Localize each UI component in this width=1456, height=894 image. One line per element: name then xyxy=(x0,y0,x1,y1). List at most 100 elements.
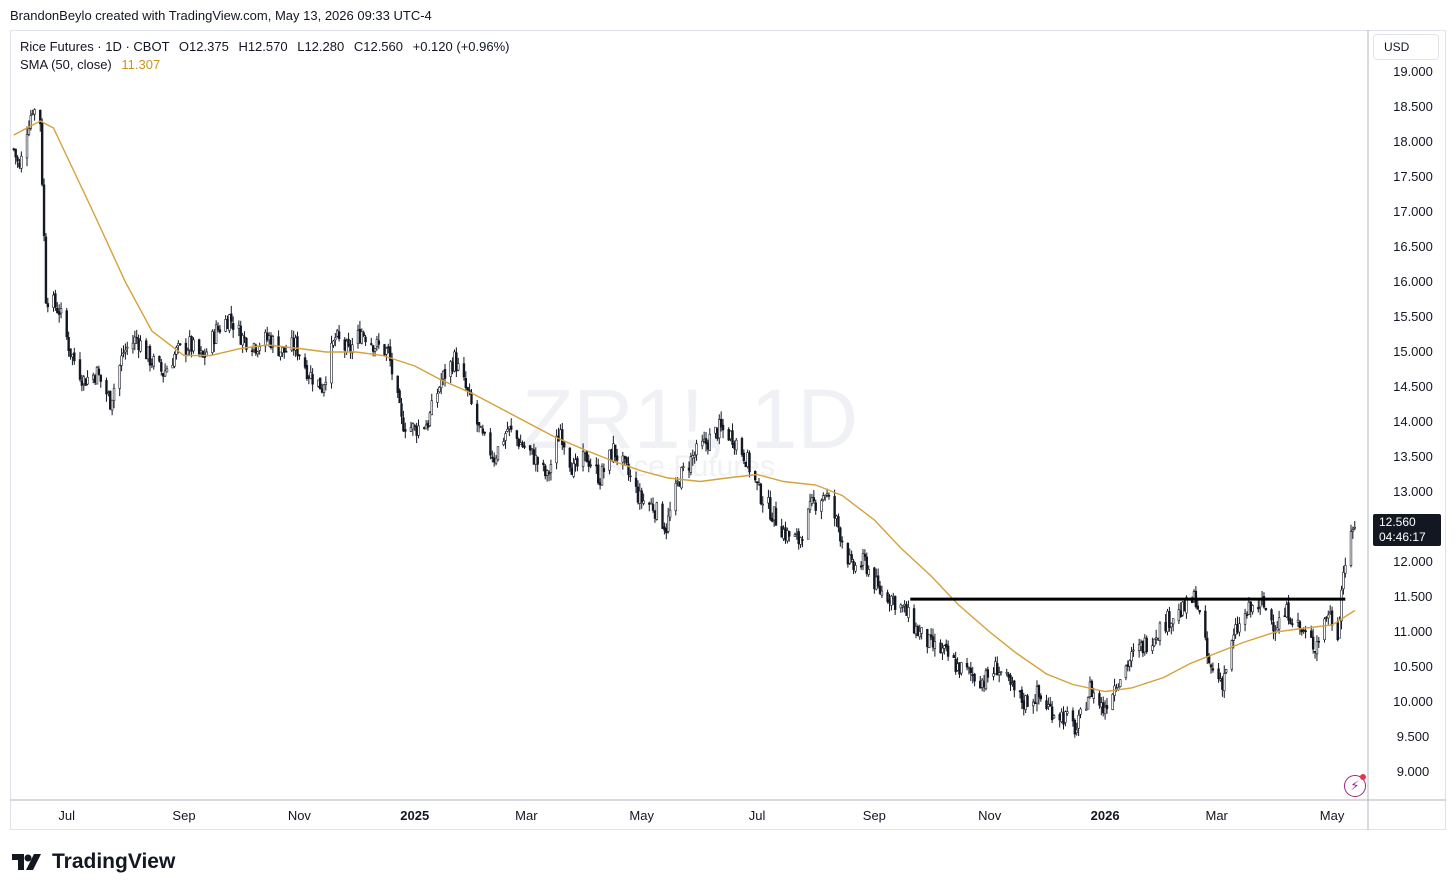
currency-button[interactable]: USD xyxy=(1373,34,1439,60)
candle-body xyxy=(1098,693,1101,706)
bolt-icon[interactable]: ⚡ xyxy=(1344,775,1366,797)
legend-sma-row[interactable]: SMA (50, close) 11.307 xyxy=(20,56,509,74)
candle-body xyxy=(992,673,995,677)
candle-body xyxy=(967,667,971,669)
candle-body xyxy=(1243,613,1247,625)
candle-body xyxy=(867,569,870,575)
candle-body xyxy=(801,539,804,541)
candle-body xyxy=(1179,610,1182,617)
candle-body xyxy=(649,502,653,505)
price-chart[interactable]: ZR1!, 1D Rice Futures 9.000 9.500 10.000 10… xyxy=(10,30,1446,830)
candle-body xyxy=(423,427,426,429)
candle-body xyxy=(1079,708,1082,715)
candle-body xyxy=(886,592,889,602)
candle-body xyxy=(1170,623,1173,628)
legend-symbol[interactable]: Rice Futures · 1D · CBOT xyxy=(20,39,170,54)
candle-body xyxy=(1351,529,1355,532)
candle-body xyxy=(266,333,269,340)
candle-body xyxy=(426,422,430,428)
price-axis[interactable]: 9.000 9.500 10.000 10.500 11.000 11.500 12.000… xyxy=(1393,64,1433,779)
notification-dot xyxy=(1360,774,1366,780)
candle-body xyxy=(589,464,592,467)
candle-body xyxy=(343,339,346,351)
candle-body xyxy=(256,351,259,355)
candle-body xyxy=(400,403,403,417)
candle-body xyxy=(1158,622,1162,641)
candle-body xyxy=(823,494,827,498)
candle-body xyxy=(124,349,127,353)
candle-body xyxy=(562,442,566,448)
candle-body xyxy=(462,363,466,378)
candle-body xyxy=(1024,695,1027,710)
watermark-ticker: ZR1!, 1D xyxy=(522,372,858,466)
candle-body xyxy=(192,339,195,352)
price-tick-label: 15.500 xyxy=(1393,309,1433,324)
candle-body xyxy=(388,346,392,361)
time-tick-label: Nov xyxy=(288,808,312,823)
candle-body xyxy=(784,527,787,541)
candle-body xyxy=(1005,671,1008,674)
price-tick-label: 13.500 xyxy=(1393,449,1433,464)
legend-high: H12.570 xyxy=(238,39,288,54)
candle-body xyxy=(158,355,161,362)
candle-body xyxy=(179,343,182,346)
candle-body xyxy=(1236,624,1239,633)
candle-body xyxy=(231,323,235,330)
candle-body xyxy=(1035,686,1039,704)
candle-body xyxy=(126,346,129,349)
candle-body xyxy=(131,342,135,350)
candle-body xyxy=(1221,678,1224,690)
candle-body xyxy=(859,565,863,568)
candle-body xyxy=(822,495,825,501)
candle-body xyxy=(708,433,712,451)
time-tick-label: 2026 xyxy=(1091,808,1120,823)
candle-body xyxy=(506,429,509,432)
candle-body xyxy=(279,351,282,357)
candle-body xyxy=(1153,638,1156,647)
candle-body xyxy=(666,515,670,532)
candle-body xyxy=(530,448,534,451)
candle-body xyxy=(833,496,836,519)
candle-body xyxy=(137,338,140,351)
candle-body xyxy=(146,346,150,360)
candle-body xyxy=(404,429,407,432)
candle-body xyxy=(1232,634,1235,641)
candle-body xyxy=(892,597,895,599)
candle-body xyxy=(820,500,823,512)
candle-body xyxy=(994,661,997,675)
candle-body xyxy=(296,336,299,356)
candle-body xyxy=(674,482,677,512)
legend-change: +0.120 (+0.96%) xyxy=(412,39,510,54)
candle-body xyxy=(852,560,855,570)
candle-body xyxy=(122,352,125,355)
candle-body xyxy=(16,157,19,162)
price-tick-label: 16.500 xyxy=(1393,239,1433,254)
candle-body xyxy=(27,128,31,135)
candle-body xyxy=(336,330,339,337)
candle-body xyxy=(105,380,108,395)
candle-body xyxy=(890,595,893,606)
candle-body xyxy=(1007,673,1010,678)
candle-body xyxy=(303,357,307,368)
candle-body xyxy=(693,455,696,458)
candle-body xyxy=(907,607,910,618)
candle-body xyxy=(581,451,585,467)
candle-body xyxy=(199,350,203,354)
candle-body xyxy=(893,596,897,610)
candle-body xyxy=(772,506,776,521)
candle-body xyxy=(755,481,759,484)
candle-body xyxy=(954,658,957,672)
candle-body xyxy=(211,331,214,353)
candle-body xyxy=(59,308,63,314)
candle-body xyxy=(1013,680,1016,691)
candle-body xyxy=(449,361,452,377)
candle-body xyxy=(309,372,312,379)
candle-body xyxy=(695,443,698,456)
candle-body xyxy=(561,429,564,446)
candle-body xyxy=(973,673,976,682)
candle-body xyxy=(324,381,328,385)
candle-body xyxy=(929,634,933,638)
candle-body xyxy=(1020,689,1024,703)
candle-body xyxy=(912,608,916,634)
time-axis[interactable]: Jul Sep Nov 2025 Mar May Jul Sep Nov 2026 Mar May xyxy=(58,808,1344,823)
